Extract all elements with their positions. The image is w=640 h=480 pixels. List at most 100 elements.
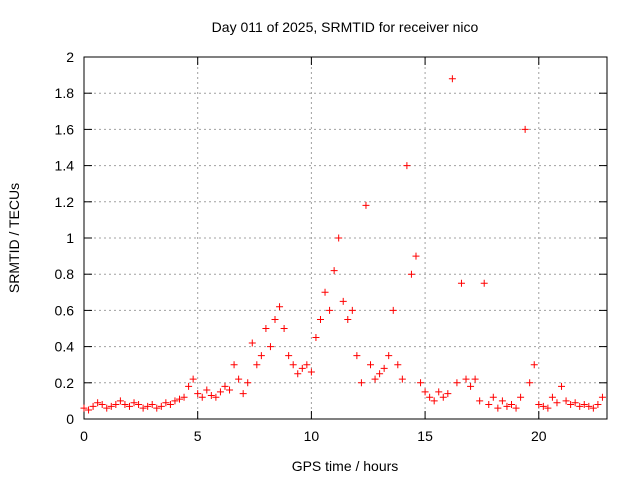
data-point <box>316 315 324 323</box>
y-tick-label: 0.4 <box>55 339 75 355</box>
data-point <box>367 361 375 369</box>
data-point <box>517 393 525 401</box>
data-point <box>285 352 293 360</box>
y-axis-label: SRMTID / TECUs <box>6 183 22 293</box>
data-point <box>558 382 566 390</box>
data-point <box>407 270 415 278</box>
data-point <box>162 399 170 407</box>
data-point <box>371 375 379 383</box>
y-tick-label: 0.8 <box>55 266 75 282</box>
grid-lines <box>84 57 607 419</box>
axis-ticks: 00.20.40.60.811.21.41.61.820 5 10 15 20 <box>55 49 607 444</box>
chart-title: Day 011 of 2025, SRMTID for receiver nic… <box>212 19 479 35</box>
y-tick-label: 0.2 <box>55 375 75 391</box>
data-point <box>98 401 106 409</box>
x-tick-label: 15 <box>417 428 433 444</box>
data-point <box>239 390 247 398</box>
data-point <box>353 352 361 360</box>
data-point <box>598 393 606 401</box>
data-point <box>307 368 315 376</box>
data-point <box>262 325 270 332</box>
data-point <box>380 364 388 372</box>
data-point <box>326 306 334 314</box>
data-point <box>230 361 238 369</box>
data-point <box>107 402 115 410</box>
data-point <box>453 379 461 387</box>
data-point <box>189 375 197 383</box>
data-point <box>576 402 584 410</box>
data-point <box>244 379 252 387</box>
data-point <box>476 397 484 405</box>
data-point <box>176 395 184 403</box>
data-point <box>448 75 456 83</box>
data-point <box>462 375 470 383</box>
data-point <box>171 397 179 405</box>
data-point <box>185 382 193 390</box>
data-point <box>589 404 597 412</box>
data-point <box>280 325 288 332</box>
data-point <box>389 306 397 314</box>
data-point <box>303 361 311 369</box>
data-point <box>271 315 279 323</box>
x-tick-label: 0 <box>80 428 88 444</box>
data-point <box>594 401 602 409</box>
y-tick-label: 1.4 <box>55 158 75 174</box>
data-point <box>257 352 265 360</box>
data-point <box>480 279 488 287</box>
data-point <box>157 402 165 410</box>
x-axis-label: GPS time / hours <box>292 458 399 474</box>
data-point <box>139 404 147 412</box>
data-point <box>194 390 202 398</box>
data-point <box>339 297 347 305</box>
data-point <box>498 397 506 405</box>
data-point <box>212 393 220 401</box>
y-tick-label: 1.8 <box>55 85 75 101</box>
data-point <box>489 393 497 401</box>
data-point <box>571 399 579 407</box>
data-point <box>417 379 425 387</box>
data-point <box>471 375 479 383</box>
data-point <box>112 401 120 409</box>
data-point <box>435 388 443 396</box>
data-point <box>430 397 438 405</box>
data-point <box>562 397 570 405</box>
data-point <box>289 361 297 369</box>
data-point <box>203 386 211 394</box>
data-point <box>298 364 306 372</box>
data-point <box>321 288 329 296</box>
x-tick-label: 20 <box>531 428 547 444</box>
y-tick-label: 2 <box>66 49 74 65</box>
data-point <box>348 306 356 314</box>
data-point <box>198 393 206 401</box>
data-point <box>426 393 434 401</box>
data-point <box>276 303 284 311</box>
data-point <box>412 252 420 260</box>
data-point <box>253 361 261 369</box>
data-point <box>394 361 402 369</box>
y-tick-label: 1.6 <box>55 121 75 137</box>
data-point <box>335 234 343 242</box>
data-point <box>444 390 452 398</box>
x-tick-label: 10 <box>304 428 320 444</box>
y-tick-label: 1.2 <box>55 194 75 210</box>
data-point <box>567 401 575 409</box>
data-point <box>526 379 534 387</box>
x-tick-label: 5 <box>194 428 202 444</box>
data-point <box>207 391 215 399</box>
data-point <box>148 401 156 409</box>
y-tick-label: 1 <box>66 230 74 246</box>
data-point <box>539 402 547 410</box>
data-point <box>512 404 520 412</box>
data-point <box>553 399 561 407</box>
data-point <box>125 402 133 410</box>
data-point <box>294 370 302 378</box>
data-point <box>130 399 138 407</box>
data-point <box>421 388 429 396</box>
data-point <box>89 402 97 410</box>
data-point <box>94 399 102 407</box>
data-point <box>503 402 511 410</box>
data-point <box>80 404 88 412</box>
data-point <box>144 402 152 410</box>
data-point <box>467 382 475 390</box>
